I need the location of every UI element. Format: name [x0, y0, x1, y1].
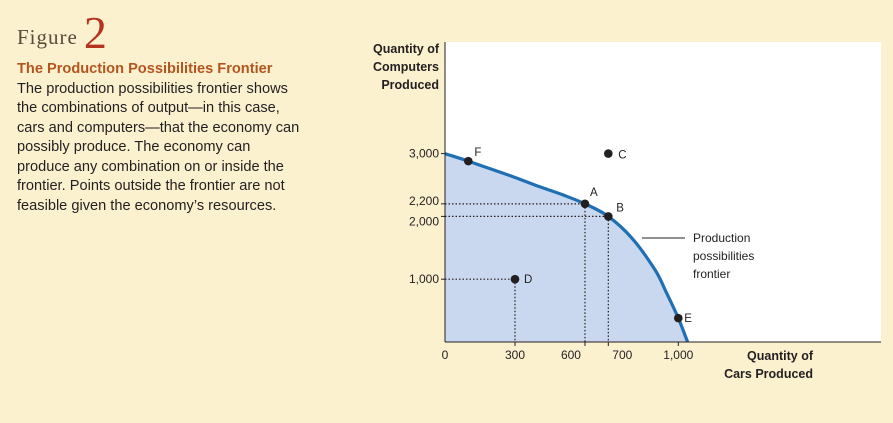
- point-d: [510, 274, 520, 284]
- x-axis-title: Cars Produced: [724, 367, 813, 381]
- figure-number: 2: [83, 7, 107, 58]
- caption-body: The production possibilities frontier sh…: [17, 80, 300, 214]
- y-axis-title: Quantity of: [373, 42, 440, 56]
- point-label: C: [618, 150, 626, 162]
- caption-title: The Production Possibilities Frontier: [17, 61, 273, 77]
- y-tick-label: 2,000: [409, 214, 439, 228]
- point-c: [604, 149, 613, 158]
- point-label: E: [684, 313, 692, 325]
- point-b: [604, 212, 613, 221]
- feasible-region: [445, 153, 688, 342]
- x-tick-label: 0: [442, 348, 449, 362]
- point-label: D: [524, 274, 532, 286]
- point-label: B: [616, 202, 624, 214]
- x-tick-label: 1,000: [663, 348, 693, 362]
- x-tick-label: 700: [612, 348, 632, 362]
- curve-label: frontier: [693, 267, 730, 281]
- curve-label: possibilities: [693, 249, 754, 263]
- x-tick-label: 300: [505, 348, 525, 362]
- point-a: [580, 199, 590, 209]
- x-tick-label: 600: [561, 348, 581, 362]
- figure-word: Figure: [17, 25, 78, 49]
- point-label: A: [590, 187, 598, 199]
- y-tick-label: 3,000: [409, 147, 439, 161]
- x-axis-title: Quantity of: [747, 349, 814, 363]
- point-label: F: [474, 147, 481, 159]
- figure-caption: The Production Possibilities Frontier Th…: [17, 60, 302, 216]
- y-axis-title: Produced: [381, 78, 439, 92]
- curve-label: Production: [693, 231, 750, 245]
- y-tick-label: 2,200: [409, 194, 439, 208]
- y-tick-label: 1,000: [409, 272, 439, 286]
- figure-label: Figure 2: [17, 10, 107, 56]
- point-f: [464, 156, 473, 166]
- point-e: [674, 313, 683, 323]
- y-axis-title: Computers: [373, 60, 439, 74]
